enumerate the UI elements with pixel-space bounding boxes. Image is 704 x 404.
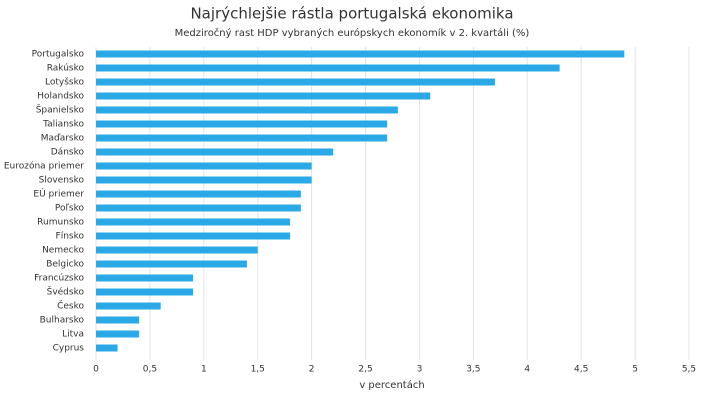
y-tick-label: Rakúsko (47, 64, 85, 74)
bar (96, 232, 291, 240)
bar (96, 190, 301, 198)
y-tick-label: Španielsko (36, 104, 85, 116)
y-tick-label: Rumunsko (37, 218, 84, 228)
bar (96, 64, 560, 72)
x-axis-label: v percentách (359, 379, 424, 391)
bar (96, 50, 625, 58)
bar (96, 344, 118, 352)
y-tick-label: Litva (62, 330, 84, 340)
bar (96, 330, 140, 338)
bar (96, 134, 388, 142)
bar (96, 162, 312, 170)
x-tick-label: 2 (309, 365, 315, 375)
x-tick-label: 4,5 (574, 365, 588, 375)
y-tick-label: Lotyšsko (45, 77, 84, 88)
y-tick-label: Fínsko (56, 232, 85, 242)
x-tick-label: 2,5 (358, 365, 372, 375)
bar (96, 106, 398, 114)
bar (96, 302, 161, 310)
y-tick-label: Holandsko (37, 92, 84, 102)
y-tick-label: Česko (57, 300, 84, 312)
chart-subtitle: Medziročný rast HDP vybraných európskych… (175, 27, 530, 39)
x-tick-label: 5 (632, 365, 638, 375)
y-tick-label: Francúzsko (34, 274, 84, 284)
bar (96, 260, 247, 268)
x-tick-label: 3 (417, 365, 423, 375)
y-tick-label: Poľsko (55, 204, 85, 214)
y-tick-label: Maďarsko (41, 134, 85, 144)
bar (96, 246, 258, 254)
y-tick-label: Nemecko (42, 246, 84, 256)
bar (96, 148, 334, 156)
bar (96, 218, 291, 226)
x-tick-label: 0,5 (143, 365, 157, 375)
x-tick-label: 4 (524, 365, 530, 375)
y-tick-label: Slovensko (39, 176, 85, 186)
y-tick-label: Švédsko (47, 286, 85, 298)
x-tick-label: 1 (201, 365, 207, 375)
x-tick-label: 1,5 (251, 365, 265, 375)
bar (96, 92, 431, 100)
bar (96, 274, 194, 282)
chart-title: Najrýchlejšie rástla portugalská ekonomi… (190, 5, 513, 23)
bar (96, 204, 301, 212)
y-tick-label: Bulharsko (40, 316, 85, 326)
bar (96, 120, 388, 128)
y-tick-label: Taliansko (42, 120, 84, 130)
bar (96, 176, 312, 184)
x-tick-label: 0 (93, 365, 99, 375)
y-tick-label: EÚ priemer (33, 188, 84, 200)
bar (96, 316, 140, 324)
y-tick-label: Cyprus (53, 344, 85, 354)
x-tick-label: 5,5 (682, 365, 696, 375)
y-tick-label: Dánsko (51, 148, 85, 158)
y-tick-label: Eurozóna priemer (4, 161, 84, 172)
x-tick-label: 3,5 (466, 365, 480, 375)
y-tick-label: Belgicko (46, 260, 84, 270)
y-tick-label: Portugalsko (32, 50, 85, 60)
bar (96, 288, 194, 296)
bar (96, 78, 495, 86)
